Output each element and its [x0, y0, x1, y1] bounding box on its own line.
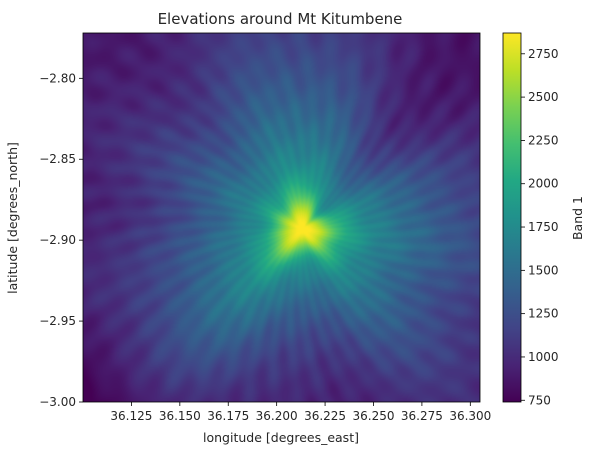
heatmap-canvas-holder: [83, 33, 480, 402]
x-tick-label: 36.275: [401, 409, 443, 423]
y-tick-label: −2.90: [39, 233, 76, 247]
y-tick-label: −2.85: [39, 152, 76, 166]
elevation-heatmap: [83, 33, 480, 402]
colorbar-ticks: 750 1000 1250 1500 1750 2000 2250 2500 2750: [521, 47, 559, 407]
colorbar-label: Band 1: [570, 196, 585, 240]
x-tick-label: 36.300: [449, 409, 491, 423]
colorbar-tick-label: 2500: [528, 90, 559, 104]
colorbar-tick-label: 2750: [528, 47, 559, 61]
colorbar-tick-label: 1750: [528, 220, 559, 234]
colorbar: 750 1000 1250 1500 1750 2000 2250 2500 2750 Band…: [502, 32, 585, 407]
chart-title: Elevations around Mt Kitumbene: [158, 10, 403, 28]
y-axis-label: latitude [degrees_north]: [5, 142, 20, 294]
colorbar-frame: [502, 32, 522, 403]
heatmap-plot: [82, 32, 481, 403]
x-tick-label: 36.250: [352, 409, 394, 423]
colorbar-tick-label: 1000: [528, 350, 559, 364]
y-tick-label: −2.95: [39, 314, 76, 328]
colorbar-tick-label: 2000: [528, 177, 559, 191]
colorbar-tick-label: 1250: [528, 307, 559, 321]
colorbar-tick-label: 2250: [528, 133, 559, 147]
y-axis: −2.80 −2.85 −2.90 −2.95 −3.00: [39, 71, 83, 409]
x-tick-label: 36.175: [207, 409, 249, 423]
colorbar-gradient: [503, 33, 521, 402]
x-tick-label: 36.125: [110, 409, 152, 423]
x-tick-label: 36.150: [159, 409, 201, 423]
x-tick-label: 36.225: [304, 409, 346, 423]
x-tick-label: 36.200: [256, 409, 298, 423]
colorbar-tick-label: 1500: [528, 263, 559, 277]
colorbar-tick-label: 750: [528, 393, 551, 407]
y-tick-label: −3.00: [39, 395, 76, 409]
x-axis: 36.125 36.150 36.175 36.200 36.225 36.250 36.2…: [110, 402, 491, 423]
y-tick-label: −2.80: [39, 71, 76, 85]
plot-frame: [82, 32, 481, 403]
x-axis-label: longitude [degrees_east]: [203, 430, 359, 445]
